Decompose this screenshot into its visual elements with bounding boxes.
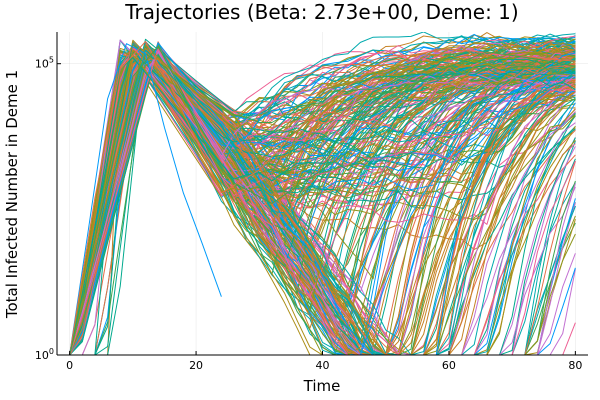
x-tick-label: 60 bbox=[442, 359, 456, 372]
trajectory-line bbox=[69, 45, 576, 355]
trajectory-line bbox=[69, 51, 576, 355]
trajectory-line bbox=[69, 57, 576, 355]
series-lines bbox=[69, 32, 576, 355]
x-axis-label: Time bbox=[303, 377, 341, 395]
trajectory-line bbox=[69, 41, 576, 355]
x-tick-label: 80 bbox=[568, 359, 582, 372]
x-axis-ticks: 0 20 40 60 80 bbox=[66, 351, 582, 372]
y-axis-label: Total Infected Number in Deme 1 bbox=[3, 70, 21, 319]
chart-title: Trajectories (Beta: 2.73e+00, Deme: 1) bbox=[124, 0, 518, 24]
x-tick-label: 20 bbox=[189, 359, 203, 372]
trajectory-line bbox=[69, 52, 576, 355]
x-tick-label: 40 bbox=[316, 359, 330, 372]
trajectory-line bbox=[69, 45, 576, 355]
trajectory-line bbox=[69, 48, 576, 355]
x-tick-label: 0 bbox=[66, 359, 73, 372]
trajectory-line bbox=[69, 41, 576, 355]
trajectory-line bbox=[69, 41, 576, 355]
trajectory-line bbox=[69, 43, 222, 355]
trajectory-line bbox=[69, 44, 576, 355]
y-axis-ticks: 100 105 bbox=[35, 56, 61, 362]
y-tick-label: 105 bbox=[35, 56, 54, 71]
trajectory-line bbox=[69, 49, 576, 355]
trajectory-line bbox=[69, 43, 576, 355]
trajectory-line bbox=[69, 51, 576, 355]
trajectory-line bbox=[69, 53, 576, 355]
y-tick-label: 100 bbox=[35, 347, 54, 362]
trajectory-line bbox=[69, 51, 576, 355]
